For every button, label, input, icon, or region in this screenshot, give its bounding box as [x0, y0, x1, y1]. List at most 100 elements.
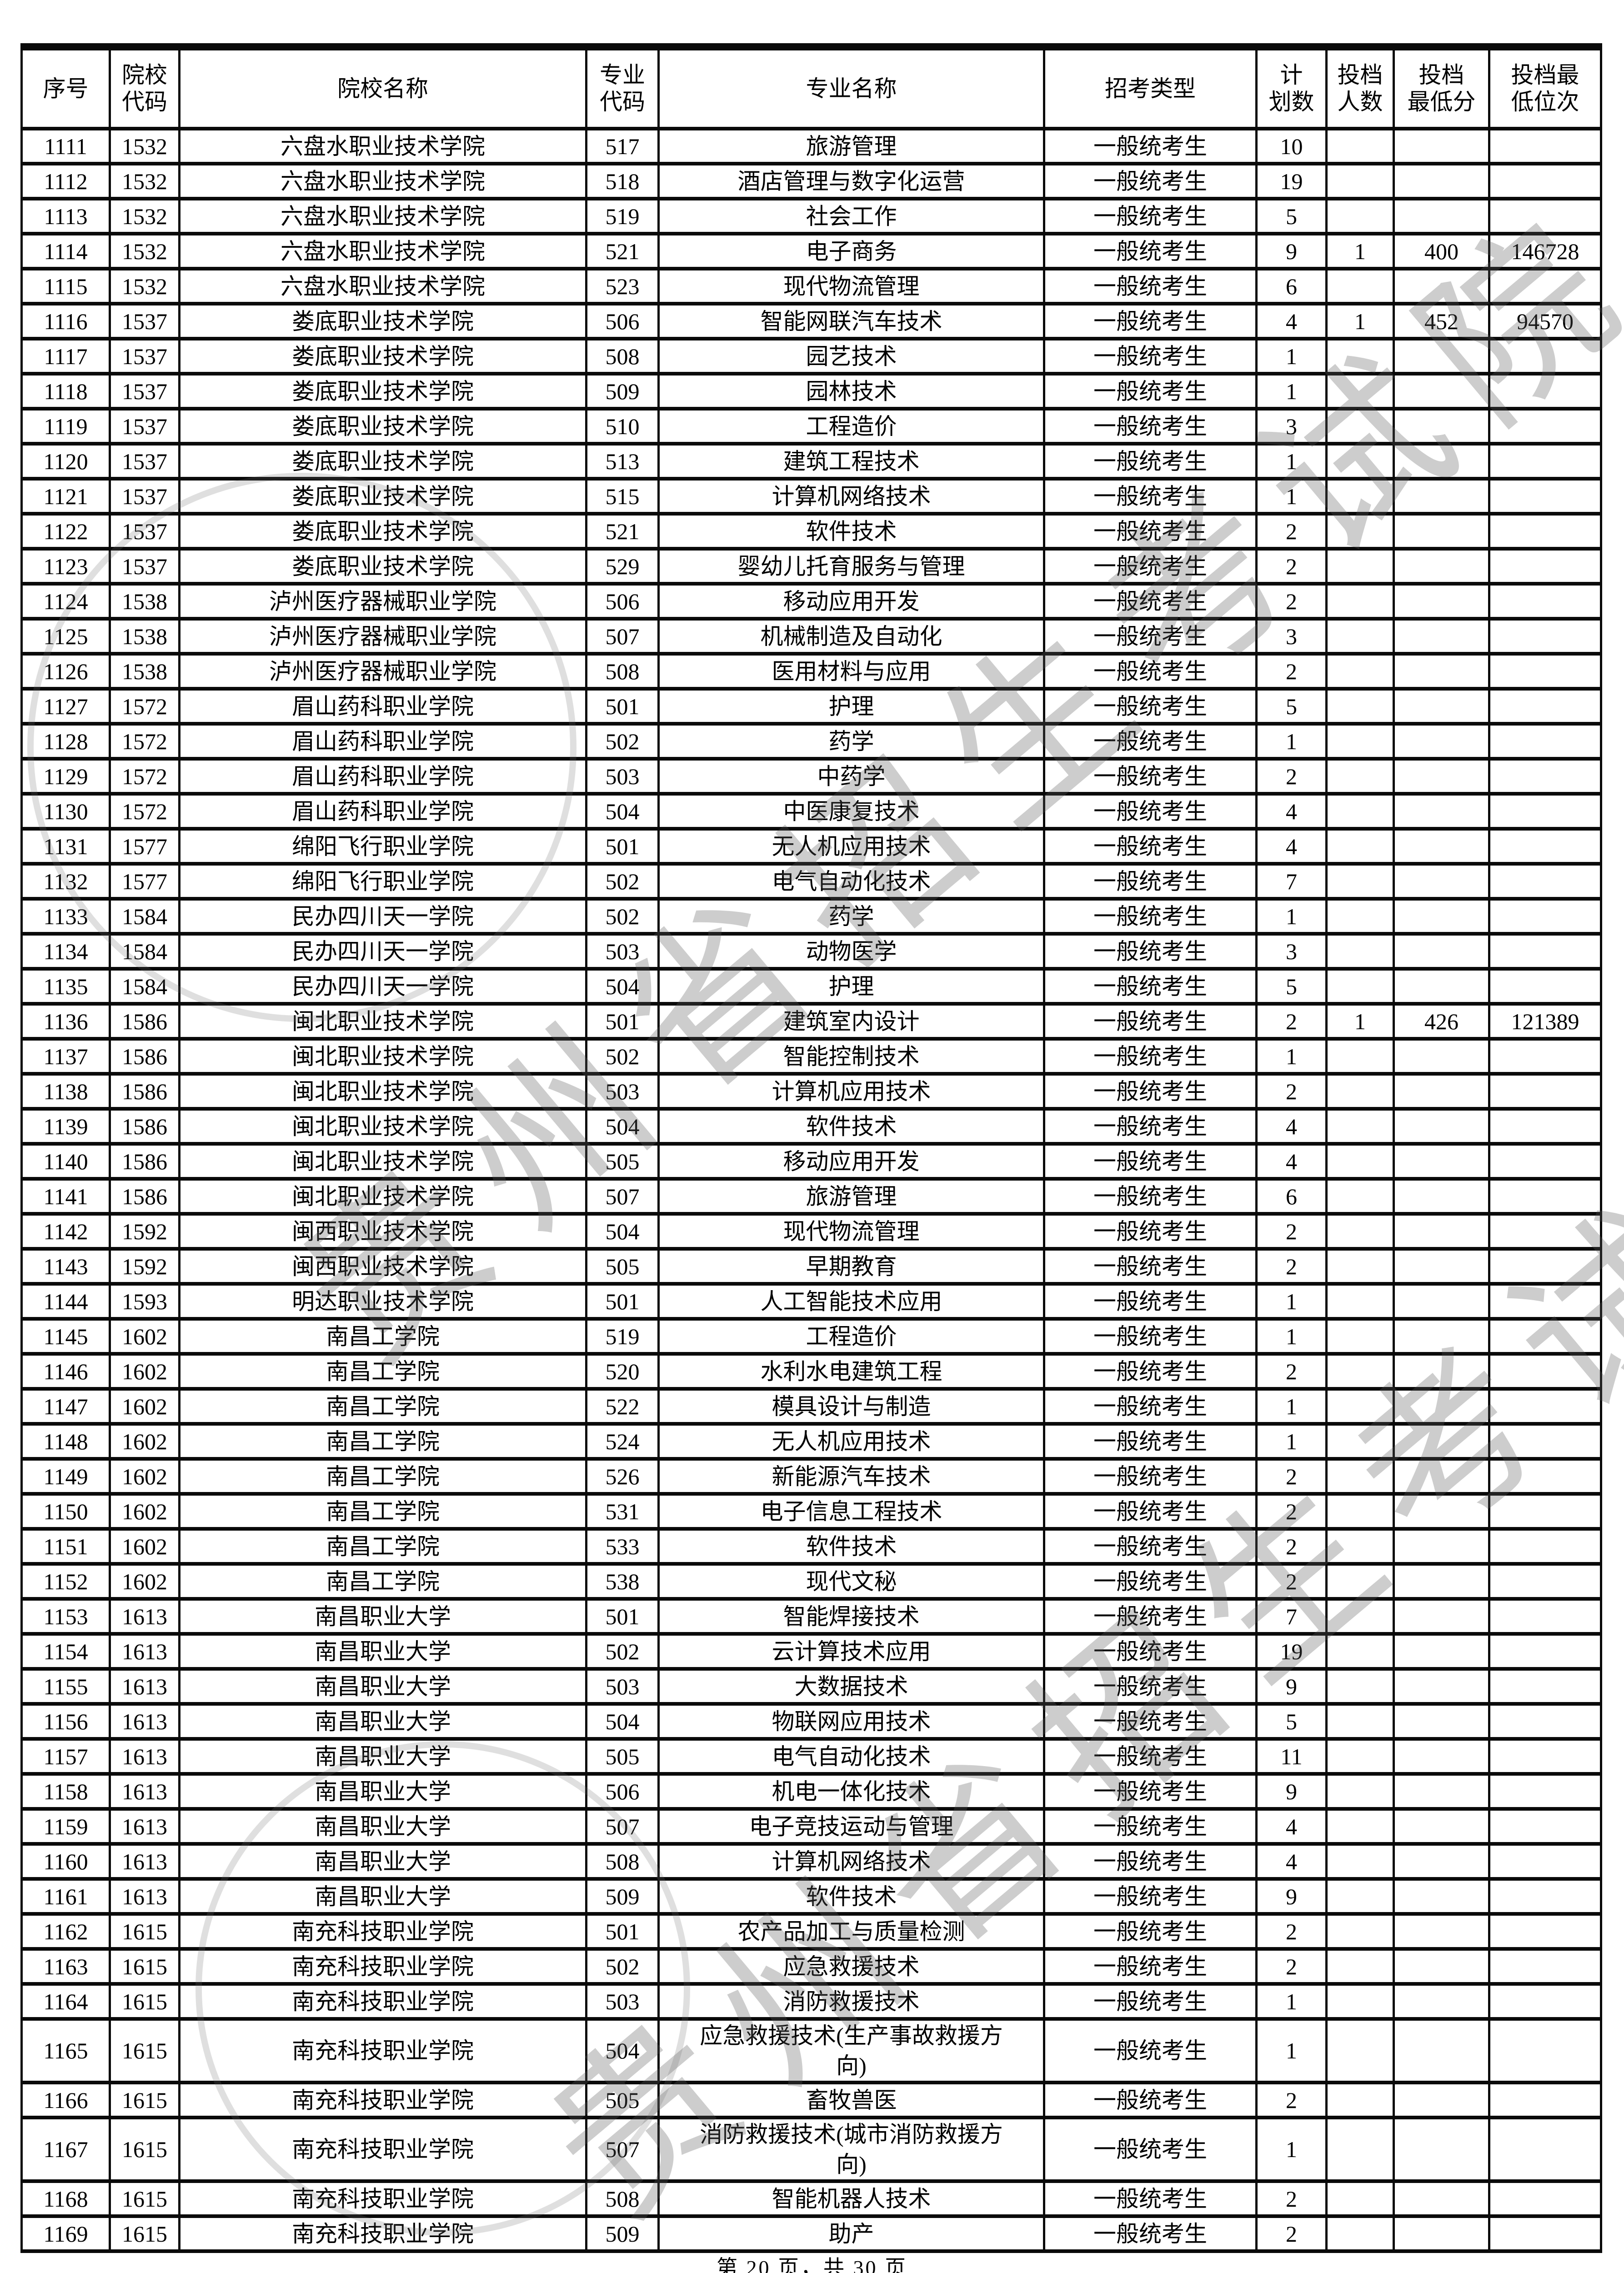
cell-plan_count: 9: [1255, 1772, 1328, 1811]
table-row: 1148 1602 南昌工学院 524 无人机应用技术 一般统考生 1: [20, 1422, 1602, 1461]
cell-min_score: [1393, 1457, 1490, 1496]
cell-min_score: 426: [1393, 1002, 1490, 1041]
cell-min_score: [1393, 1527, 1490, 1566]
cell-school_name: 南昌职业大学: [178, 1807, 587, 1846]
cell-school_name: 眉山药科职业学院: [178, 757, 587, 796]
cell-school_name: 南昌职业大学: [178, 1597, 587, 1636]
cell-submitted_count: [1325, 267, 1395, 305]
cell-school_code: 1532: [109, 197, 180, 235]
cell-exam_type: 一般统考生: [1043, 442, 1258, 481]
cell-exam_type: 一般统考生: [1043, 1072, 1258, 1111]
cell-plan_count: 2: [1255, 1352, 1328, 1391]
cell-major_name: 智能焊接技术: [657, 1597, 1045, 1636]
cell-min_score: [1393, 127, 1490, 165]
cell-plan_count: 2: [1255, 1247, 1328, 1286]
cell-min_score: [1393, 442, 1490, 481]
cell-major_code: 521: [585, 512, 660, 551]
cell-school_name: 南昌职业大学: [178, 1702, 587, 1741]
cell-min_rank: [1488, 547, 1602, 586]
table-row: 1163 1615 南充科技职业学院 502 应急救援技术 一般统考生 2: [20, 1947, 1602, 1986]
cell-seq: 1119: [20, 407, 111, 446]
cell-submitted_count: [1325, 722, 1395, 761]
cell-major_name: 社会工作: [657, 197, 1045, 235]
cell-exam_type: 一般统考生: [1043, 1877, 1258, 1916]
cell-seq: 1148: [20, 1422, 111, 1461]
admission-table: 序号 院校 代码 院校名称 专业 代码 专业名称 招考类型 计 划数 投档 人数…: [20, 43, 1602, 2253]
cell-exam_type: 一般统考生: [1043, 1422, 1258, 1461]
table-row: 1141 1586 闽北职业技术学院 507 旅游管理 一般统考生 6: [20, 1177, 1602, 1216]
cell-major_name: 园艺技术: [657, 337, 1045, 375]
cell-major_code: 503: [585, 1982, 660, 2021]
table-row: 1147 1602 南昌工学院 522 模具设计与制造 一般统考生 1: [20, 1387, 1602, 1426]
cell-major_name: 云计算技术应用: [657, 1632, 1045, 1671]
cell-seq: 1126: [20, 652, 111, 691]
cell-exam_type: 一般统考生: [1043, 267, 1258, 305]
cell-seq: 1158: [20, 1772, 111, 1811]
cell-seq: 1132: [20, 862, 111, 901]
cell-school_code: 1615: [109, 1947, 180, 1986]
cell-school_code: 1537: [109, 547, 180, 586]
cell-exam_type: 一般统考生: [1043, 1037, 1258, 1076]
cell-seq: 1143: [20, 1247, 111, 1286]
header-min-rank: 投档最 低位次: [1488, 43, 1602, 130]
cell-major_name: 电气自动化技术: [657, 862, 1045, 901]
cell-major_name: 无人机应用技术: [657, 1422, 1045, 1461]
table-row: 1162 1615 南充科技职业学院 501 农产品加工与质量检测 一般统考生 2: [20, 1912, 1602, 1951]
cell-major_code: 520: [585, 1352, 660, 1391]
cell-min_rank: [1488, 127, 1602, 165]
cell-major_code: 518: [585, 162, 660, 200]
cell-major_name: 医用材料与应用: [657, 652, 1045, 691]
cell-school_name: 娄底职业技术学院: [178, 477, 587, 516]
cell-major_name: 药学: [657, 722, 1045, 761]
cell-major_code: 506: [585, 302, 660, 340]
cell-exam_type: 一般统考生: [1043, 1457, 1258, 1496]
table-row: 1124 1538 泸州医疗器械职业学院 506 移动应用开发 一般统考生 2: [20, 582, 1602, 621]
cell-submitted_count: [1325, 442, 1395, 481]
cell-major_name: 无人机应用技术: [657, 827, 1045, 866]
table-row: 1167 1615 南充科技职业学院 507 消防救援技术(城市消防救援方向) 一般统考生…: [20, 2116, 1602, 2183]
cell-major_code: 508: [585, 2179, 660, 2218]
cell-submitted_count: [1325, 1177, 1395, 1216]
cell-submitted_count: 1: [1325, 232, 1395, 270]
cell-plan_count: 1: [1255, 1317, 1328, 1356]
cell-min_score: [1393, 687, 1490, 726]
cell-min_score: [1393, 722, 1490, 761]
cell-school_code: 1532: [109, 232, 180, 270]
cell-school_code: 1572: [109, 792, 180, 831]
cell-major_code: 503: [585, 1072, 660, 1111]
table-row: 1166 1615 南充科技职业学院 505 畜牧兽医 一般统考生 2: [20, 2081, 1602, 2119]
cell-school_name: 南昌职业大学: [178, 1877, 587, 1916]
cell-major_code: 501: [585, 1282, 660, 1321]
cell-submitted_count: [1325, 1912, 1395, 1951]
cell-plan_count: 11: [1255, 1737, 1328, 1776]
cell-submitted_count: [1325, 1317, 1395, 1356]
cell-plan_count: 9: [1255, 1877, 1328, 1916]
cell-school_code: 1613: [109, 1842, 180, 1881]
cell-min_rank: [1488, 722, 1602, 761]
table-row: 1134 1584 民办四川天一学院 503 动物医学 一般统考生 3: [20, 932, 1602, 971]
header-major-code: 专业 代码: [585, 43, 660, 130]
header-min-score: 投档 最低分: [1393, 43, 1490, 130]
cell-plan_count: 2: [1255, 1072, 1328, 1111]
cell-school_name: 南昌工学院: [178, 1387, 587, 1426]
table-row: 1125 1538 泸州医疗器械职业学院 507 机械制造及自动化 一般统考生 3: [20, 617, 1602, 656]
cell-min_rank: [1488, 162, 1602, 200]
cell-plan_count: 1: [1255, 337, 1328, 375]
cell-major_name: 工程造价: [657, 407, 1045, 446]
cell-major_code: 508: [585, 337, 660, 375]
cell-school_code: 1613: [109, 1667, 180, 1706]
cell-school_name: 民办四川天一学院: [178, 932, 587, 971]
cell-min_score: [1393, 372, 1490, 411]
cell-major_name: 电气自动化技术: [657, 1737, 1045, 1776]
cell-min_rank: [1488, 862, 1602, 901]
cell-min_rank: [1488, 1247, 1602, 1286]
cell-min_score: [1393, 862, 1490, 901]
table-row: 1120 1537 娄底职业技术学院 513 建筑工程技术 一般统考生 1: [20, 442, 1602, 481]
cell-submitted_count: [1325, 1562, 1395, 1601]
cell-plan_count: 2: [1255, 1562, 1328, 1601]
cell-plan_count: 3: [1255, 617, 1328, 656]
cell-major_code: 505: [585, 1142, 660, 1181]
cell-seq: 1164: [20, 1982, 111, 2021]
cell-min_score: [1393, 2116, 1490, 2183]
cell-submitted_count: [1325, 337, 1395, 375]
